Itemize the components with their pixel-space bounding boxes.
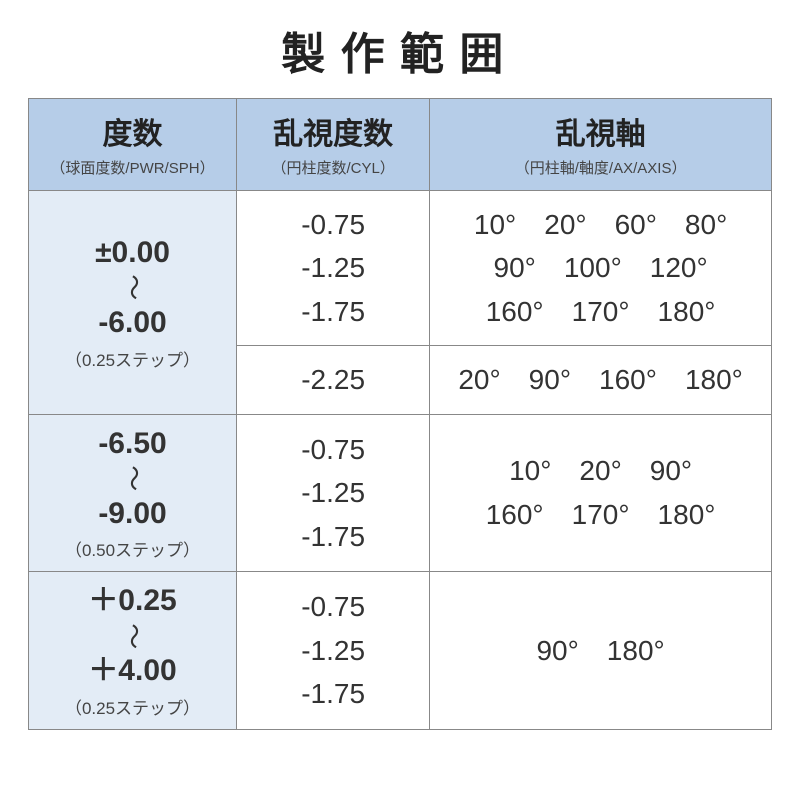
- table-row: ＋0.25〜＋4.00（0.25ステップ）-0.75-1.25-1.7590° …: [29, 572, 772, 730]
- cyl-cell: -0.75-1.25-1.75: [237, 191, 430, 346]
- production-range-table: 度数 （球面度数/PWR/SPH） 乱視度数 （円柱度数/CYL） 乱視軸 （円…: [28, 98, 772, 730]
- cyl-cell: -2.25: [237, 346, 430, 414]
- cyl-value: -1.25: [245, 246, 421, 289]
- cyl-value: -1.25: [245, 629, 421, 672]
- cyl-value: -0.75: [245, 585, 421, 628]
- header-cyl-main: 乱視度数: [243, 109, 423, 153]
- power-step: （0.50ステップ）: [35, 536, 230, 561]
- power-cell: -6.50 〜 -9.00 （0.50ステップ）: [29, 414, 237, 572]
- cyl-value: -1.75: [245, 672, 421, 715]
- axis-value-line: 160° 170° 180°: [438, 493, 763, 536]
- power-to: -9.00: [98, 497, 166, 530]
- power-from: ＋0.25: [88, 584, 176, 617]
- axis-cell: 20° 90° 160° 180°: [430, 346, 772, 414]
- table-row: ±0.00〜-6.00（0.25ステップ）-0.75-1.25-1.7510° …: [29, 191, 772, 346]
- page-title: 製作範囲: [281, 18, 519, 82]
- axis-value-line: 10° 20° 90°: [438, 449, 763, 492]
- header-axis-sub: （円柱軸/軸度/AX/AXIS）: [436, 157, 765, 178]
- cyl-cell: -0.75-1.25-1.75: [237, 414, 430, 572]
- power-from: -6.50: [98, 427, 166, 460]
- power-step: （0.25ステップ）: [35, 346, 230, 371]
- power-to: -6.00: [98, 306, 166, 339]
- header-cyl: 乱視度数 （円柱度数/CYL）: [237, 99, 430, 191]
- axis-value-line: 90° 100° 120°: [438, 246, 763, 289]
- cyl-value: -2.25: [245, 358, 421, 401]
- axis-value-line: 160° 170° 180°: [438, 290, 763, 333]
- power-from: ±0.00: [95, 236, 170, 269]
- table-body: ±0.00〜-6.00（0.25ステップ）-0.75-1.25-1.7510° …: [29, 191, 772, 730]
- header-row: 度数 （球面度数/PWR/SPH） 乱視度数 （円柱度数/CYL） 乱視軸 （円…: [29, 99, 772, 191]
- cyl-cell: -0.75-1.25-1.75: [237, 572, 430, 730]
- header-power-main: 度数: [35, 109, 230, 153]
- header-power: 度数 （球面度数/PWR/SPH）: [29, 99, 237, 191]
- cyl-value: -0.75: [245, 428, 421, 471]
- cyl-value: -1.25: [245, 471, 421, 514]
- header-cyl-sub: （円柱度数/CYL）: [243, 157, 423, 178]
- range-tilde-icon: 〜: [118, 275, 147, 301]
- power-cell: ±0.00 〜 -6.00 （0.25ステップ）: [29, 191, 237, 415]
- header-axis: 乱視軸 （円柱軸/軸度/AX/AXIS）: [430, 99, 772, 191]
- table-row: -6.50〜-9.00（0.50ステップ）-0.75-1.25-1.7510° …: [29, 414, 772, 572]
- power-cell: ＋0.25 〜 ＋4.00 （0.25ステップ）: [29, 572, 237, 730]
- header-axis-main: 乱視軸: [436, 109, 765, 153]
- axis-cell: 10° 20° 60° 80°90° 100° 120°160° 170° 18…: [430, 191, 772, 346]
- cyl-value: -1.75: [245, 290, 421, 333]
- axis-value-line: 10° 20° 60° 80°: [438, 203, 763, 246]
- axis-value-line: 90° 180°: [438, 629, 763, 672]
- axis-cell: 90° 180°: [430, 572, 772, 730]
- cyl-value: -0.75: [245, 203, 421, 246]
- cyl-value: -1.75: [245, 515, 421, 558]
- axis-cell: 10° 20° 90°160° 170° 180°: [430, 414, 772, 572]
- header-power-sub: （球面度数/PWR/SPH）: [35, 157, 230, 178]
- range-tilde-icon: 〜: [118, 465, 147, 491]
- power-step: （0.25ステップ）: [35, 694, 230, 719]
- axis-value-line: 20° 90° 160° 180°: [438, 358, 763, 401]
- range-tilde-icon: 〜: [118, 623, 147, 649]
- power-to: ＋4.00: [88, 654, 176, 687]
